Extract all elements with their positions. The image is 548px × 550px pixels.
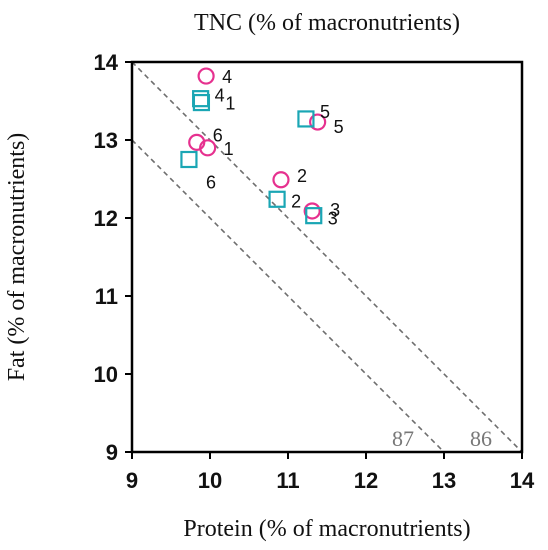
point-label: 4: [222, 67, 232, 87]
square-marker: [305, 207, 323, 225]
plot-frame: [130, 60, 524, 454]
y-tick-label: 11: [95, 284, 118, 309]
point-label: 3: [330, 200, 340, 220]
isoline-87: [131, 139, 445, 453]
x-tick-label: 12: [354, 468, 378, 493]
square-marker: [180, 150, 198, 169]
point-label: 6: [206, 173, 216, 193]
circle-marker: [199, 139, 217, 157]
isoline-label: 87: [392, 426, 414, 451]
x-tick-label: 10: [198, 468, 222, 493]
y-tick-label: 14: [94, 50, 119, 75]
square-marker: [192, 90, 210, 108]
point-label: 1: [225, 94, 235, 114]
point-label: 5: [334, 117, 344, 137]
square-marker: [268, 190, 286, 208]
circle-marker: [309, 113, 327, 131]
y-tick-label: 13: [94, 128, 118, 153]
square-marker: [297, 110, 315, 128]
point-label: 2: [297, 166, 307, 186]
x-tick-label: 13: [432, 468, 456, 493]
isolines: 87 86: [131, 61, 523, 453]
x-axis-ticks: 9 10 11 12 13 14: [126, 452, 535, 493]
y-tick-label: 9: [106, 440, 118, 465]
x-tick-label: 9: [126, 468, 138, 493]
x-axis-label: Protein (% of macronutrients): [183, 516, 470, 542]
point-label: 1: [224, 139, 234, 159]
y-axis-ticks: 9 10 11 12 13 14: [94, 50, 132, 465]
circle-marker: [197, 67, 215, 85]
square-marker: [192, 93, 211, 112]
chart-title: TNC (% of macronutrients): [194, 10, 460, 36]
isoline-label: 86: [470, 426, 492, 451]
point-label: 6: [213, 125, 223, 145]
y-tick-label: 12: [94, 206, 118, 231]
x-tick-label: 14: [510, 468, 535, 493]
point-label: 5: [320, 102, 330, 122]
y-axis-label: Fat (% of macronutrients): [4, 133, 30, 382]
isoline-86: [131, 61, 523, 453]
x-tick-label: 11: [276, 468, 299, 493]
point-label: 4: [215, 86, 225, 106]
point-label: 2: [291, 191, 301, 211]
point-label: 3: [328, 209, 338, 229]
circle-marker: [272, 171, 290, 189]
y-tick-label: 10: [94, 362, 118, 387]
circle-marker: [303, 202, 321, 220]
